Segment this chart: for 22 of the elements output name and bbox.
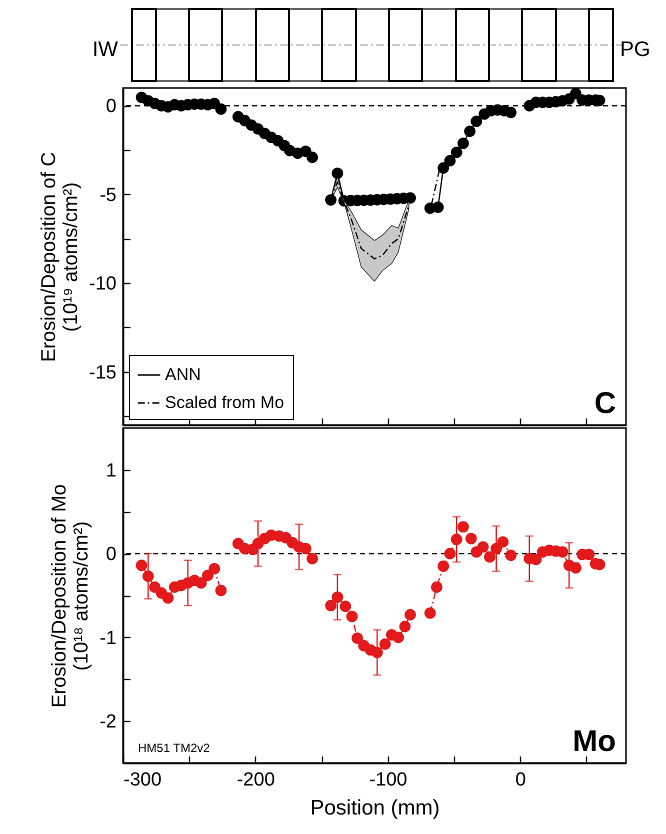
- y-tick-label: -1: [100, 628, 116, 649]
- y-axis-title: Erosion/Deposition of Mo (10¹⁸ atoms/cm²): [48, 484, 93, 708]
- y-tick-label: -5: [100, 184, 116, 206]
- x-tick-label: 0: [515, 770, 526, 790]
- annotation: HM51 TM2v2: [138, 741, 210, 755]
- y-tick-label: -10: [89, 274, 116, 295]
- y-axis-title: Erosion/Deposition of C (10¹⁹ atoms/cm²): [38, 152, 82, 362]
- text: IW: [92, 38, 118, 62]
- x-tick-label: -100: [369, 770, 408, 790]
- y-tick-label: 0: [106, 544, 116, 566]
- y-tick-label: -2: [100, 712, 116, 733]
- x-axis-title: Position (mm): [310, 796, 440, 820]
- y-tick-label: -15: [89, 362, 116, 384]
- annotation: C: [594, 387, 616, 420]
- y-tick-label: 0: [106, 96, 116, 118]
- x-tick-label: -200: [236, 770, 275, 790]
- legend-label: ANN: [165, 365, 201, 384]
- text: PG: [620, 38, 650, 62]
- y-tick-label: 1: [106, 460, 116, 482]
- x-tick-label: -300: [124, 770, 162, 790]
- annotation: Mo: [572, 725, 616, 758]
- legend-label: Scaled from Mo: [165, 393, 284, 412]
